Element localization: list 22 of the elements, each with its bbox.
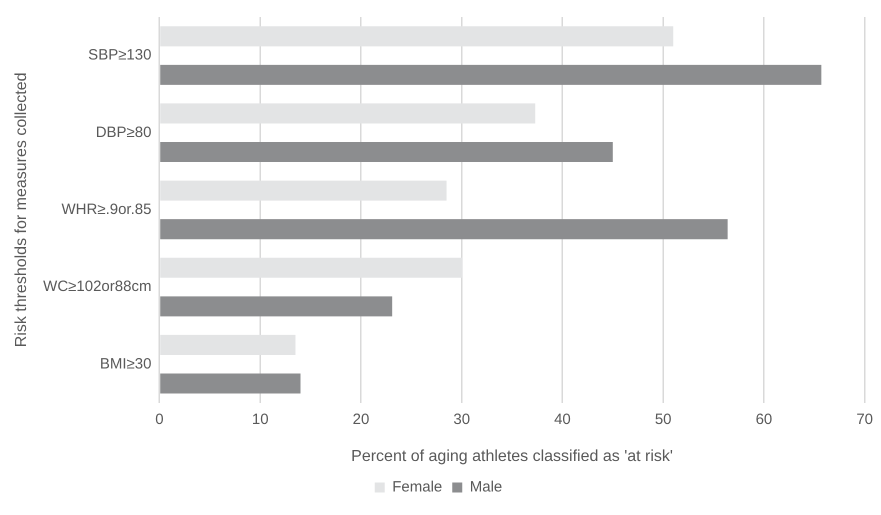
x-tick-label: 30 [453, 410, 470, 428]
bar [160, 219, 728, 240]
bar [160, 64, 822, 85]
x-tick-label: 60 [756, 410, 772, 428]
y-tick-label: BMI≥30 [100, 355, 152, 372]
x-tick-label: 40 [554, 410, 571, 428]
x-tick-label: 70 [856, 410, 873, 428]
y-tick-label: WHR≥.9or.85 [62, 201, 152, 218]
x-tick-label: 10 [252, 410, 269, 428]
y-tick-label: WC≥102or88cm [43, 278, 152, 296]
y-tick-label: DBP≥80 [96, 124, 152, 141]
x-tick-label: 0 [155, 410, 164, 428]
bar [160, 373, 301, 394]
bar [160, 296, 392, 316]
legend-label: Female [392, 478, 442, 496]
legend-label: Male [470, 478, 502, 496]
y-tick-label: SBP≥130 [88, 46, 152, 64]
x-axis-title: Percent of aging athletes classified as 'at risk' [351, 448, 673, 465]
bar [160, 142, 613, 162]
y-axis-title: Risk thresholds for measures collected [13, 72, 30, 348]
x-tick-label: 50 [654, 410, 672, 428]
x-tick-label: 20 [352, 410, 370, 428]
